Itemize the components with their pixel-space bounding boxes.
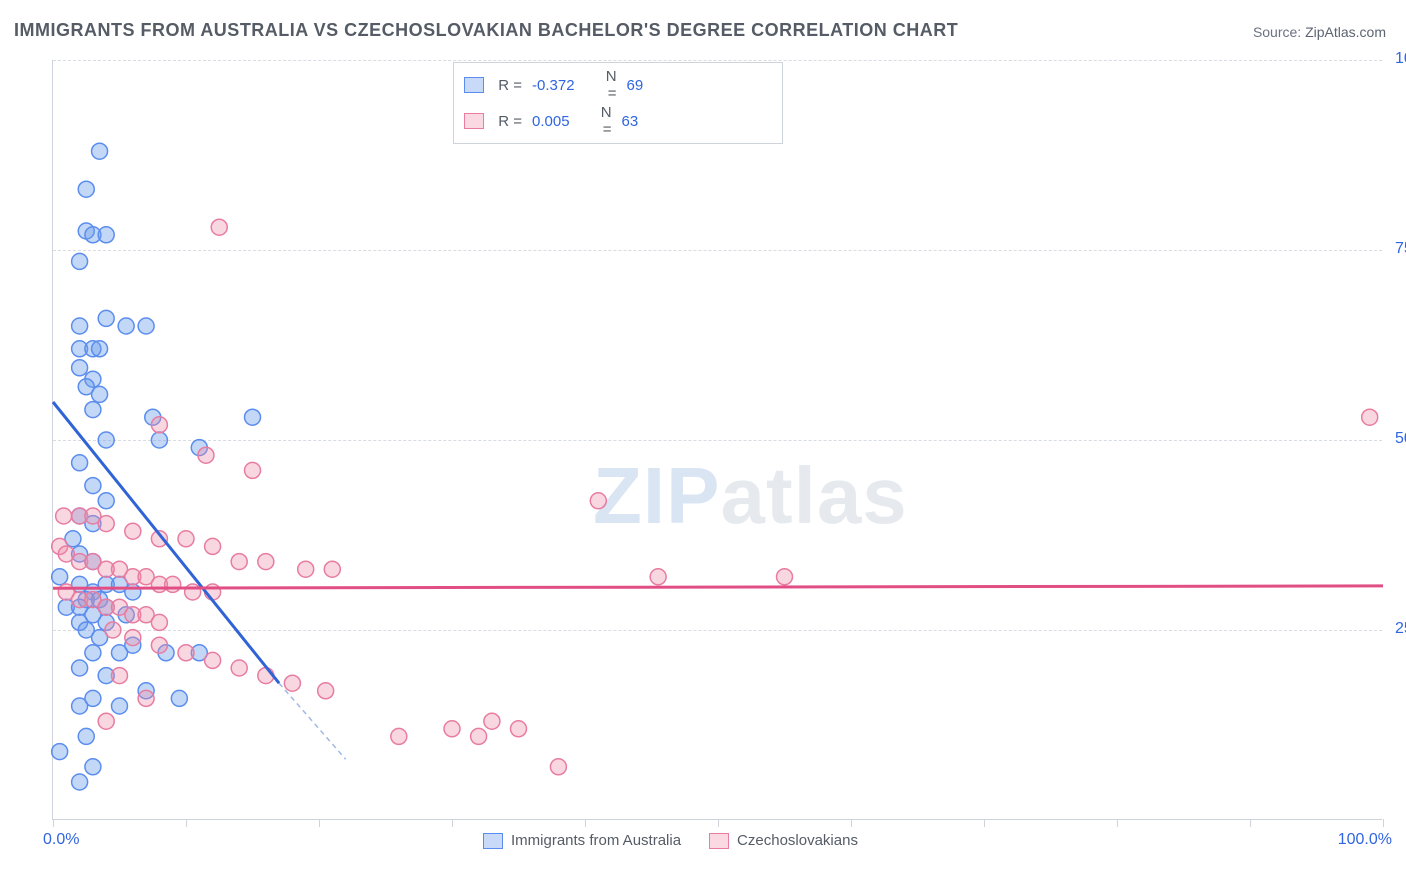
data-point <box>72 318 88 334</box>
data-point <box>72 253 88 269</box>
legend-item-australia: Immigrants from Australia <box>483 832 681 849</box>
data-point <box>138 690 154 706</box>
source-site: ZipAtlas.com <box>1305 24 1386 40</box>
data-point <box>245 462 261 478</box>
data-point <box>98 310 114 326</box>
regression-line-australia-extrapolated <box>279 683 346 759</box>
data-point <box>118 318 134 334</box>
data-point <box>550 759 566 775</box>
data-point <box>231 554 247 570</box>
data-point <box>78 181 94 197</box>
data-point <box>165 576 181 592</box>
data-point <box>98 516 114 532</box>
legend-swatch-pink <box>709 833 729 849</box>
data-point <box>178 531 194 547</box>
data-point <box>125 584 141 600</box>
data-point <box>105 622 121 638</box>
data-point <box>92 386 108 402</box>
data-point <box>92 143 108 159</box>
data-point <box>85 402 101 418</box>
data-point <box>258 554 274 570</box>
data-point <box>151 637 167 653</box>
data-point <box>245 409 261 425</box>
legend-label-czechoslovakian: Czechoslovakians <box>737 832 858 849</box>
series-legend: Immigrants from Australia Czechoslovakia… <box>483 832 858 849</box>
data-point <box>85 478 101 494</box>
data-point <box>98 493 114 509</box>
data-point <box>72 660 88 676</box>
data-point <box>178 645 194 661</box>
data-point <box>777 569 793 585</box>
x-axis-start-label: 0.0% <box>43 831 79 849</box>
data-point <box>78 728 94 744</box>
legend-item-czechoslovakian: Czechoslovakians <box>709 832 858 849</box>
data-point <box>112 668 128 684</box>
data-point <box>85 645 101 661</box>
data-point <box>112 645 128 661</box>
data-point <box>98 713 114 729</box>
data-point <box>72 360 88 376</box>
scatter-plot: ZIPatlas 25.0%50.0%75.0%100.0% 0.0% 100.… <box>52 60 1382 820</box>
data-point <box>324 561 340 577</box>
data-point <box>205 538 221 554</box>
data-point <box>85 759 101 775</box>
source-label: Source: <box>1253 24 1301 40</box>
data-point <box>72 774 88 790</box>
data-point <box>511 721 527 737</box>
data-point <box>484 713 500 729</box>
data-point <box>112 698 128 714</box>
data-point <box>471 728 487 744</box>
data-point <box>318 683 334 699</box>
data-point <box>590 493 606 509</box>
chart-title: IMMIGRANTS FROM AUSTRALIA VS CZECHOSLOVA… <box>14 20 958 41</box>
data-point <box>72 698 88 714</box>
data-point <box>151 432 167 448</box>
data-point <box>391 728 407 744</box>
data-point <box>125 523 141 539</box>
data-point <box>205 652 221 668</box>
data-point <box>98 227 114 243</box>
legend-label-australia: Immigrants from Australia <box>511 832 681 849</box>
data-point <box>151 614 167 630</box>
plot-svg <box>53 60 1383 820</box>
x-axis-end-label: 100.0% <box>1338 831 1392 849</box>
source-attribution: Source: ZipAtlas.com <box>1253 24 1386 40</box>
data-point <box>198 447 214 463</box>
y-tick-label: 25.0% <box>1387 620 1406 638</box>
data-point <box>1362 409 1378 425</box>
data-point <box>185 584 201 600</box>
data-point <box>284 675 300 691</box>
data-point <box>98 432 114 448</box>
y-tick-label: 50.0% <box>1387 430 1406 448</box>
regression-line-czechoslovakian <box>53 586 1383 588</box>
data-point <box>52 744 68 760</box>
legend-swatch-blue <box>483 833 503 849</box>
data-point <box>231 660 247 676</box>
data-point <box>171 690 187 706</box>
data-point <box>151 417 167 433</box>
data-point <box>298 561 314 577</box>
data-point <box>56 508 72 524</box>
data-point <box>650 569 666 585</box>
data-point <box>72 455 88 471</box>
y-tick-label: 75.0% <box>1387 240 1406 258</box>
data-point <box>52 569 68 585</box>
data-point <box>444 721 460 737</box>
data-point <box>138 318 154 334</box>
data-point <box>125 630 141 646</box>
data-point <box>92 341 108 357</box>
data-point <box>211 219 227 235</box>
y-tick-label: 100.0% <box>1387 50 1406 68</box>
